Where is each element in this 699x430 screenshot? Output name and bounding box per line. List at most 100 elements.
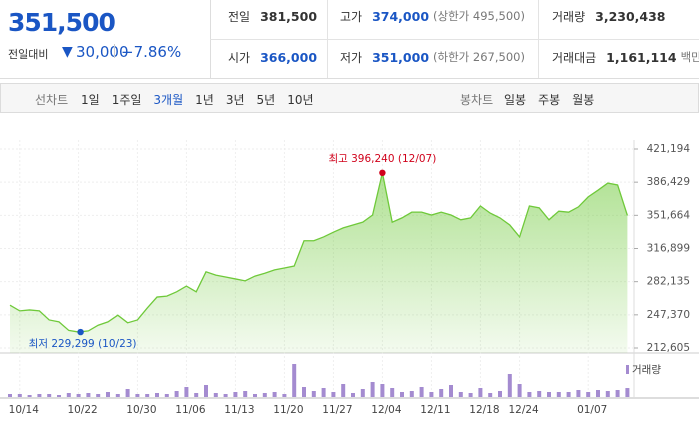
x-tick-label: 11/20 <box>273 404 303 416</box>
volume-bar <box>262 393 267 397</box>
volume-bar <box>115 394 120 397</box>
x-tick-label: 12/04 <box>371 404 402 416</box>
volume-bar <box>321 388 326 397</box>
volume-bar <box>184 387 189 397</box>
period-button[interactable]: 1년 <box>195 93 214 107</box>
volume-bar <box>360 389 365 397</box>
y-tick-label: 282,135 <box>647 276 690 288</box>
volume-bar <box>76 394 81 397</box>
x-tick-label: 12/11 <box>420 404 450 416</box>
y-tick-label: 247,370 <box>647 309 690 321</box>
volume-bar <box>272 392 277 397</box>
summary-cell: 저가 351,000 (하한가 267,500) <box>340 47 525 67</box>
x-tick-label: 12/18 <box>469 404 499 416</box>
volume-bar <box>8 394 12 397</box>
summary-value: 351,000 <box>372 49 430 65</box>
volume-bar <box>547 392 551 397</box>
volume-bar <box>311 391 316 397</box>
volume-bar <box>37 394 42 397</box>
volume-bar <box>596 390 600 397</box>
period-button[interactable]: 1주일 <box>111 93 142 107</box>
volume-bar <box>331 392 336 397</box>
divider <box>114 44 115 58</box>
candle-button[interactable]: 일봉 <box>504 93 527 107</box>
line-chart-label: 선차트 <box>35 93 69 107</box>
volume-bar <box>145 394 150 397</box>
summary-value: 374,000 <box>372 8 430 24</box>
y-tick-label: 351,664 <box>647 209 691 221</box>
quote-box: 351,500 전일대비 ▼ 30,000 −7.86% <box>0 0 211 79</box>
period-button[interactable]: 5년 <box>256 93 276 107</box>
volume-bar <box>439 389 444 397</box>
volume-bar <box>370 382 375 397</box>
change-arrow: ▼ <box>62 44 73 60</box>
volume-bar <box>586 392 591 397</box>
volume-bar <box>27 395 32 397</box>
volume-bar <box>204 385 208 397</box>
volume-bar <box>341 384 346 397</box>
max-annotation: 최고 396,240 (12/07) <box>328 153 436 165</box>
divider <box>538 0 539 78</box>
summary-cell: 거래량 3,230,438 <box>552 6 666 26</box>
period-button[interactable]: 1일 <box>81 93 100 107</box>
divider <box>210 39 699 40</box>
volume-bar <box>282 394 287 397</box>
volume-bar <box>135 394 140 397</box>
volume-bar <box>409 391 414 397</box>
summary-value: 381,500 <box>260 8 318 24</box>
volume-bar <box>96 394 101 397</box>
summary-cell: 거래대금 1,161,114 백만 <box>552 47 699 67</box>
x-tick-label: 10/30 <box>126 404 156 416</box>
volume-bar <box>605 391 610 397</box>
volume-bar <box>576 390 581 397</box>
volume-bar <box>380 384 385 397</box>
volume-bar <box>419 387 424 397</box>
summary-label: 고가 <box>340 9 363 24</box>
x-tick-label: 10/22 <box>67 404 97 416</box>
y-tick-label: 212,605 <box>647 342 690 354</box>
x-tick-label: 10/14 <box>9 404 40 416</box>
chart: 212,605 247,370 282,135 316,899 351,664 386,4… <box>0 140 699 416</box>
volume-bar <box>174 391 179 397</box>
volume-bar <box>556 392 561 397</box>
volume-bar <box>351 393 355 397</box>
summary-label: 전일 <box>228 9 251 24</box>
legend-swatch <box>626 365 629 374</box>
period-button[interactable]: 10년 <box>287 93 314 107</box>
period-button[interactable]: 3년 <box>225 93 245 107</box>
volume-bar <box>47 394 52 397</box>
price: 351,500 <box>8 8 116 37</box>
summary-value: 3,230,438 <box>595 8 666 24</box>
volume-bar <box>517 384 522 397</box>
volume-bar <box>390 388 395 397</box>
candle-chart-label: 봉차트 <box>460 93 494 107</box>
volume-bar <box>429 392 434 397</box>
volume-bar <box>527 392 532 397</box>
x-tick-label: 12/24 <box>508 404 539 416</box>
min-marker <box>77 328 84 336</box>
period-button[interactable]: 3개월 <box>153 93 184 107</box>
volume-bar <box>86 393 91 397</box>
volume-bar <box>66 393 71 397</box>
candle-button[interactable]: 월봉 <box>572 93 595 107</box>
volume-bar <box>57 395 61 397</box>
divider <box>327 0 328 78</box>
x-tick-label: 01/07 <box>577 404 607 416</box>
y-tick-label: 421,194 <box>647 143 691 155</box>
candle-button[interactable]: 주봉 <box>538 93 561 107</box>
summary-label: 거래대금 <box>552 50 597 65</box>
change-pct: −7.86% <box>121 43 182 61</box>
max-marker <box>379 169 386 177</box>
volume-bar <box>164 394 169 397</box>
summary-cell: 고가 374,000 (상한가 495,500) <box>340 6 525 26</box>
volume-bar <box>449 385 453 397</box>
legend-label: 거래량 <box>632 364 661 376</box>
x-tick-label: 11/06 <box>175 404 206 416</box>
summary-value: 366,000 <box>260 49 318 65</box>
volume-bar <box>478 388 483 397</box>
change-label: 전일대비 <box>8 48 49 61</box>
summary-cell: 시가 366,000 <box>228 47 317 67</box>
volume-bar <box>498 391 502 397</box>
volume-bar <box>507 374 512 397</box>
